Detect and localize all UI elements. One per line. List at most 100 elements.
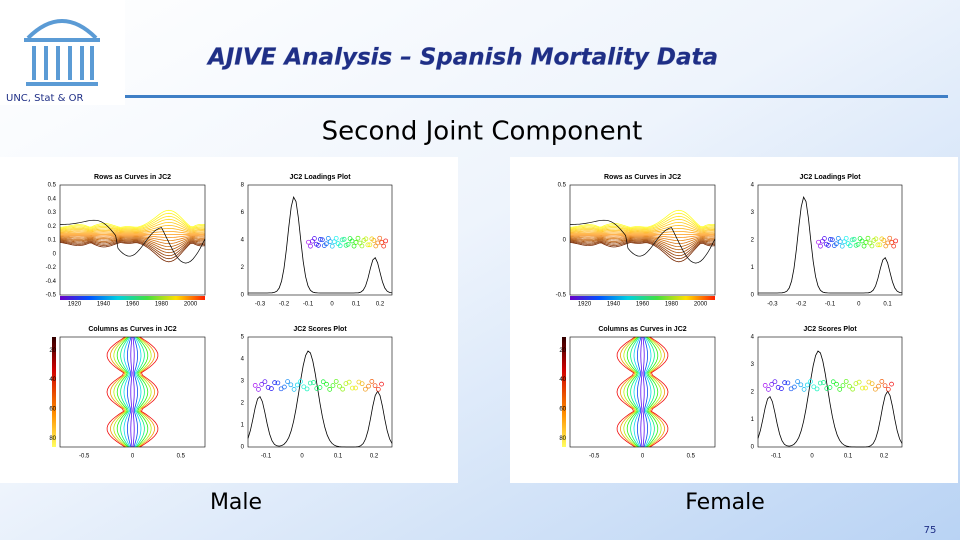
column-curve [636, 336, 642, 448]
x-tick-label: 1920 [578, 302, 592, 308]
score-point [333, 235, 339, 241]
subplot-title: Rows as Curves in JC2 [604, 174, 681, 181]
y-tick-label: 0 [751, 445, 755, 451]
score-point [779, 386, 784, 391]
score-point [879, 379, 885, 384]
score-point [318, 237, 323, 242]
x-tick-label: 0 [857, 302, 861, 308]
column-curve [626, 336, 639, 448]
score-point [817, 380, 823, 386]
score-point [843, 379, 849, 384]
y-tick-label: 80 [559, 436, 566, 442]
slide-title: AJIVE Analysis – Spanish Mortality Data [206, 45, 718, 71]
score-point [847, 243, 853, 249]
logo-box [0, 0, 125, 105]
x-tick-label: -0.5 [79, 454, 90, 460]
score-point [383, 238, 389, 244]
column-curve [109, 336, 127, 448]
score-point [814, 386, 820, 392]
column-curve [132, 336, 135, 448]
density-curve [247, 350, 393, 448]
row-curve [60, 234, 206, 238]
column-curve [120, 336, 130, 448]
y-tick-label: 60 [559, 406, 566, 412]
axes-box [247, 184, 393, 296]
x-tick-label: 0.1 [352, 302, 361, 308]
y-tick-label: 0 [751, 293, 755, 299]
x-tick-label: 0.1 [883, 302, 892, 308]
score-point [319, 237, 325, 243]
subplot-title: JC2 Scores Plot [293, 326, 347, 333]
y-tick-label: 0 [563, 238, 567, 244]
x-tick-label: -0.5 [589, 454, 600, 460]
score-point [822, 236, 827, 241]
row-curve [569, 236, 716, 245]
row-curve [59, 209, 206, 228]
score-point [860, 385, 865, 391]
score-point [856, 379, 862, 385]
row-curve [569, 209, 716, 228]
score-point [282, 384, 287, 390]
column-curve [123, 336, 131, 448]
y-tick-label: 3 [751, 210, 755, 216]
figure-background [510, 157, 958, 483]
y-tick-label: -0.4 [46, 279, 57, 285]
column-curve [116, 336, 129, 448]
score-point [830, 379, 836, 385]
row-curve [59, 221, 206, 232]
y-tick-label: 0 [53, 251, 57, 257]
score-point [308, 243, 313, 249]
column-curve [623, 336, 638, 448]
subplot-title: JC2 Loadings Plot [799, 174, 861, 181]
row-curve [60, 231, 206, 235]
row-curve-black [570, 219, 716, 264]
y-tick-label: 3 [751, 362, 755, 368]
row-curve [569, 212, 716, 229]
score-point [801, 387, 807, 392]
x-tick-label: 0.2 [370, 454, 379, 460]
y-tick-label: 0 [241, 293, 245, 299]
score-point [337, 243, 343, 249]
score-point [288, 382, 294, 388]
row-curve [569, 242, 716, 263]
score-point [333, 379, 339, 384]
score-point [847, 383, 852, 389]
score-point [349, 238, 355, 244]
score-point [762, 383, 768, 388]
x-tick-label: 0 [810, 454, 814, 460]
row-curve [569, 239, 716, 254]
density-curve [757, 350, 903, 448]
score-point [869, 381, 875, 387]
figure-panel: Rows as Curves in JC2 0.5 0 -0.5 1920 1940 196… [510, 157, 958, 483]
score-point [861, 243, 867, 249]
y-tick-label: 4 [751, 183, 755, 189]
score-point [792, 384, 797, 390]
x-tick-label: 0 [131, 454, 135, 460]
score-point [363, 386, 368, 392]
y-tick-label: 0.3 [48, 210, 57, 216]
x-tick-label: 0 [330, 302, 334, 308]
figure-background [0, 157, 458, 483]
score-point [317, 385, 323, 390]
score-point [851, 236, 857, 242]
panel-label: Male [210, 490, 262, 515]
row-curve [59, 241, 206, 260]
score-point [766, 387, 771, 392]
row-curve [59, 236, 206, 245]
y-tick-label: -0.5 [46, 293, 57, 299]
row-curve [569, 221, 716, 232]
row-curve [59, 240, 206, 257]
score-point [314, 386, 320, 391]
score-point [859, 238, 865, 244]
score-point [311, 380, 316, 385]
score-point [320, 379, 326, 385]
column-curve [134, 336, 142, 448]
subplot: Rows as Curves in JC2 0.5 0 -0.5 1920 1940 196… [556, 174, 716, 308]
score-point [798, 382, 804, 388]
score-point [324, 381, 329, 387]
score-point [875, 242, 881, 248]
score-point [772, 379, 778, 385]
score-point [821, 380, 826, 385]
score-point [775, 385, 781, 390]
row-curve [60, 235, 205, 242]
